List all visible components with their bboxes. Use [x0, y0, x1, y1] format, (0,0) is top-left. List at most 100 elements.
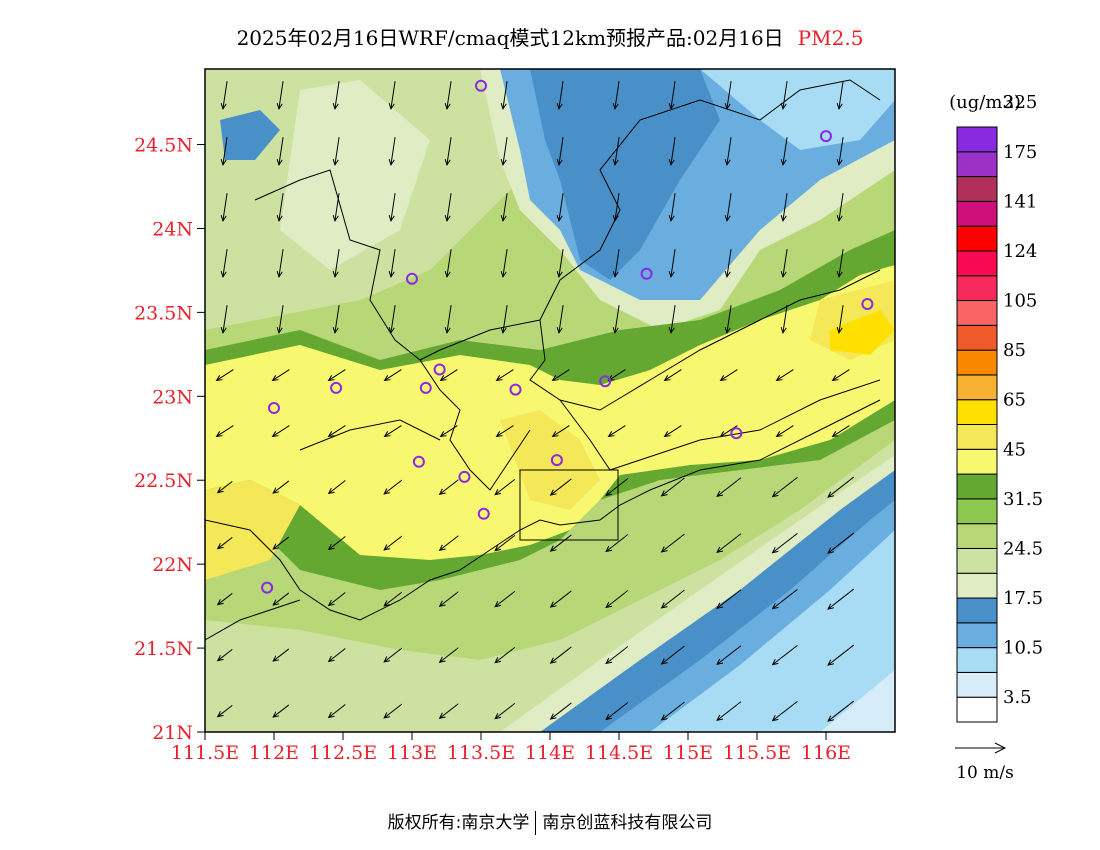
wind-vector: [222, 305, 228, 333]
wind-vector-head: [612, 102, 619, 110]
wind-vector-head: [668, 102, 675, 110]
admin-boundary: [559, 379, 881, 471]
wind-vector-head: [660, 490, 668, 497]
station-marker: [820, 130, 832, 143]
wind-vector: [552, 425, 570, 437]
wind-vector: [278, 81, 284, 109]
wind-vector: [838, 81, 844, 109]
wind-vector-head: [827, 491, 835, 498]
wind-vector: [384, 425, 402, 437]
wind-vector: [502, 249, 508, 277]
wind-vector: [782, 305, 788, 333]
lon-tick-label: 114E: [525, 742, 575, 764]
wind-vector: [838, 305, 844, 333]
wind-vector-head: [612, 214, 619, 222]
wind-vectors: [215, 81, 855, 722]
domain-box: [519, 469, 619, 541]
wind-vector: [827, 476, 855, 498]
wind-vector: [550, 646, 572, 664]
legend-swatch: [956, 448, 998, 475]
wind-vector: [772, 476, 798, 498]
lon-tick-label: 115.5E: [723, 742, 791, 764]
legend-swatch: [956, 275, 998, 302]
wind-vector-head: [716, 546, 724, 553]
wind-vector-head: [327, 655, 335, 663]
wind-vector: [776, 425, 794, 437]
wind-vector: [726, 81, 732, 109]
station-marker: [406, 272, 418, 285]
wind-vector-head: [276, 214, 283, 222]
wind-vector-head: [276, 102, 283, 110]
lon-tick-label: 115E: [663, 742, 713, 764]
wind-vector: [439, 591, 459, 607]
wind-vector-head: [220, 158, 227, 166]
wind-vector-head: [771, 603, 779, 610]
wind-vector-head: [827, 715, 835, 722]
wind-vector-head: [216, 543, 224, 550]
wind-vector: [782, 137, 788, 165]
wind-vector-head: [388, 214, 395, 222]
wind-vector: [614, 81, 620, 109]
wind-vector: [720, 425, 738, 437]
legend-swatch: [956, 572, 998, 599]
wind-vector: [550, 702, 572, 720]
wind-vector: [272, 369, 290, 381]
station-marker: [268, 402, 280, 415]
wind-vector: [328, 536, 346, 550]
wind-vector: [782, 249, 788, 277]
station-marker: [640, 267, 653, 280]
station-markers: [261, 79, 874, 594]
legend-swatch: [956, 374, 998, 401]
latitude-axis: 24.5N 24N 23.5N 23N 22.5N 22N 21.5N 21N: [134, 135, 205, 744]
wind-vector-head: [660, 546, 668, 553]
wind-vector: [334, 137, 340, 165]
wind-vector-head: [438, 544, 446, 551]
wind-vector: [272, 704, 290, 718]
wind-vector: [726, 137, 732, 165]
wind-vector: [716, 645, 742, 665]
wind-vector-head: [500, 270, 507, 278]
wind-vector: [222, 81, 228, 109]
wind-vector-head: [272, 655, 280, 662]
wind-vector: [390, 193, 396, 221]
wind-vector: [502, 81, 508, 109]
wind-vector-head: [780, 214, 787, 222]
wind-vector: [278, 193, 284, 221]
footer: 版权所有:南京大学 南京创蓝科技有限公司: [0, 808, 1100, 835]
wind-vector-head: [332, 214, 339, 222]
wind-vector: [608, 369, 626, 381]
admin-boundary: [299, 419, 441, 451]
wind-vector-head: [771, 547, 779, 554]
wind-vector: [328, 592, 346, 606]
legend-label: 124: [1003, 241, 1037, 262]
wind-vector-head: [724, 102, 731, 110]
wind-vector-head: [271, 431, 279, 438]
legend-swatch: [956, 498, 998, 525]
wind-vector: [328, 480, 346, 494]
wind-vector-head: [494, 657, 502, 664]
legend-swatch: [956, 622, 998, 649]
wind-vector-head: [388, 270, 395, 278]
wind-vector-head: [556, 270, 563, 278]
lon-tick-label: 112E: [249, 742, 299, 764]
wind-vector: [605, 702, 629, 720]
wind-vector-head: [276, 270, 283, 278]
lat-tick-label: 22N: [152, 554, 193, 576]
wind-vector: [550, 534, 572, 552]
station-marker: [730, 427, 743, 440]
wind-vector: [832, 369, 850, 381]
wind-vector-head: [612, 326, 619, 334]
company-text: 南京创蓝科技有限公司: [542, 813, 713, 833]
wind-vector-head: [663, 375, 671, 382]
legend-swatch: [956, 250, 998, 277]
title-text: 2025年02月16日WRF/cmaq模式12km预报产品:02月16日: [236, 26, 784, 50]
wind-vector: [328, 704, 346, 718]
wind-vector-head: [668, 270, 675, 278]
wind-vector-head: [271, 375, 279, 382]
wind-vector-head: [827, 603, 835, 610]
wind-vector: [328, 648, 346, 662]
wind-vector: [496, 369, 514, 381]
wind-vector: [328, 369, 346, 381]
wind-vector-head: [605, 601, 613, 609]
station-marker: [419, 381, 432, 394]
